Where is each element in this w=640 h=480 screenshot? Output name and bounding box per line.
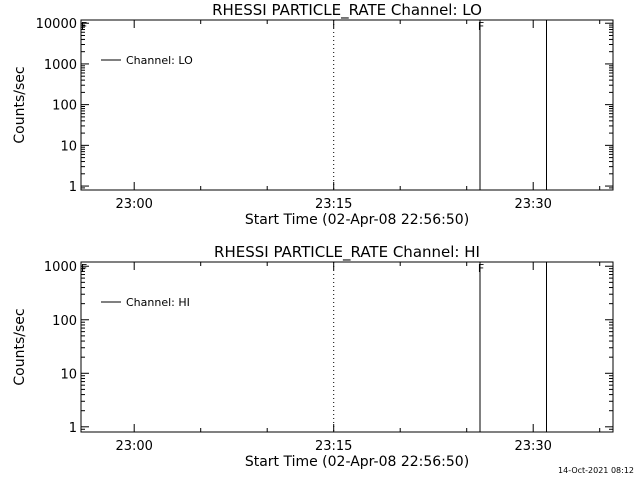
panel-1-edge-flag: F <box>81 20 87 33</box>
panel-1-marker-flag: F <box>478 20 484 33</box>
panel-2-y-tick-label: 100 <box>52 314 77 329</box>
panel-2-plot-frame <box>80 261 614 433</box>
panel-1-legend-label: Channel: LO <box>126 54 193 67</box>
panel-1-x-tick-label: 23:30 <box>514 197 551 212</box>
panel-2-y-tick-label: 1000 <box>44 260 77 275</box>
generation-timestamp: 14-Oct-2021 08:12 <box>558 466 634 475</box>
panel-1-x-tick-label: 23:15 <box>315 197 352 212</box>
panel-1-y-axis-label: Counts/sec <box>12 66 28 143</box>
panel-1-y-tick-label: 100 <box>52 99 77 114</box>
panel-2-x-tick-label: 23:30 <box>514 439 551 454</box>
panel-2-legend-label: Channel: HI <box>126 296 190 309</box>
panel-1-y-tick-label: 1 <box>69 180 77 195</box>
panel-1-y-tick-label: 1000 <box>44 58 77 73</box>
panel-2-y-tick-label: 1 <box>69 421 77 436</box>
panel-1-x-tick-label: 23:00 <box>115 197 152 212</box>
panel-1-chart-title: RHESSI PARTICLE_RATE Channel: LO <box>212 1 482 20</box>
panel-2-x-axis-label: Start Time (02-Apr-08 22:56:50) <box>245 454 469 470</box>
panel-2-y-axis-label: Counts/sec <box>12 308 28 385</box>
panel-2-x-tick-label: 23:00 <box>115 439 152 454</box>
panel-2-x-tick-label: 23:15 <box>315 439 352 454</box>
panel-1-plot-frame <box>80 19 614 191</box>
panel-2-marker-flag: F <box>478 262 484 275</box>
panel-2-y-tick-label: 10 <box>60 367 77 382</box>
panel-1-x-axis-label: Start Time (02-Apr-08 22:56:50) <box>245 212 469 228</box>
panel-2-edge-flag: F <box>81 262 87 275</box>
panel-1-y-tick-label: 10 <box>60 139 77 154</box>
panel-1-y-tick-label: 10000 <box>36 17 77 32</box>
panel-2-chart-title: RHESSI PARTICLE_RATE Channel: HI <box>214 243 480 262</box>
